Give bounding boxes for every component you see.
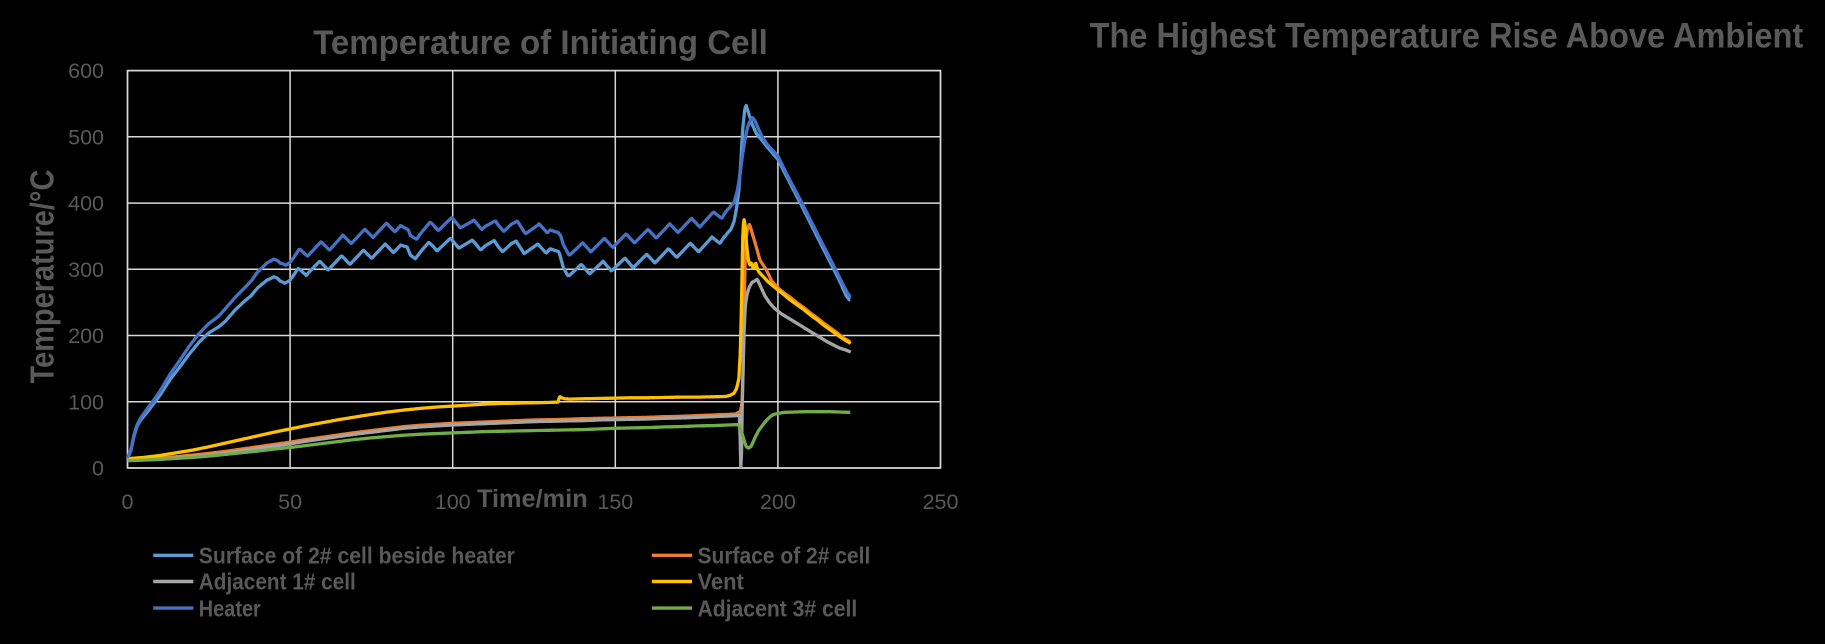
svg-text:500: 500 xyxy=(68,125,104,149)
svg-text:400: 400 xyxy=(68,192,104,216)
svg-text:200: 200 xyxy=(760,490,796,514)
svg-text:Adjacent 1# cell: Adjacent 1# cell xyxy=(199,569,356,595)
svg-text:200: 200 xyxy=(68,324,104,348)
svg-text:Temperature/°C: Temperature/°C xyxy=(24,170,61,384)
svg-text:250: 250 xyxy=(923,490,959,514)
svg-text:The Highest Temperature Rise A: The Highest Temperature Rise Above Ambie… xyxy=(1090,17,1804,56)
svg-text:300: 300 xyxy=(68,258,104,282)
svg-text:150: 150 xyxy=(597,490,633,514)
svg-text:100: 100 xyxy=(435,490,471,514)
svg-text:50: 50 xyxy=(278,490,302,514)
svg-text:Heater: Heater xyxy=(199,596,262,622)
svg-text:600: 600 xyxy=(68,59,104,83)
svg-text:Vent: Vent xyxy=(698,569,745,595)
svg-text:Surface of 2# cell: Surface of 2# cell xyxy=(698,543,871,569)
svg-text:Surface of 2# cell beside heat: Surface of 2# cell beside heater xyxy=(199,543,515,569)
svg-text:0: 0 xyxy=(122,490,134,514)
svg-text:Time/min: Time/min xyxy=(477,485,588,513)
svg-text:Adjacent 3# cell: Adjacent 3# cell xyxy=(698,595,858,621)
svg-text:Temperature of Initiating Cell: Temperature of Initiating Cell xyxy=(313,25,768,63)
svg-text:0: 0 xyxy=(92,457,104,481)
svg-text:100: 100 xyxy=(68,390,104,414)
